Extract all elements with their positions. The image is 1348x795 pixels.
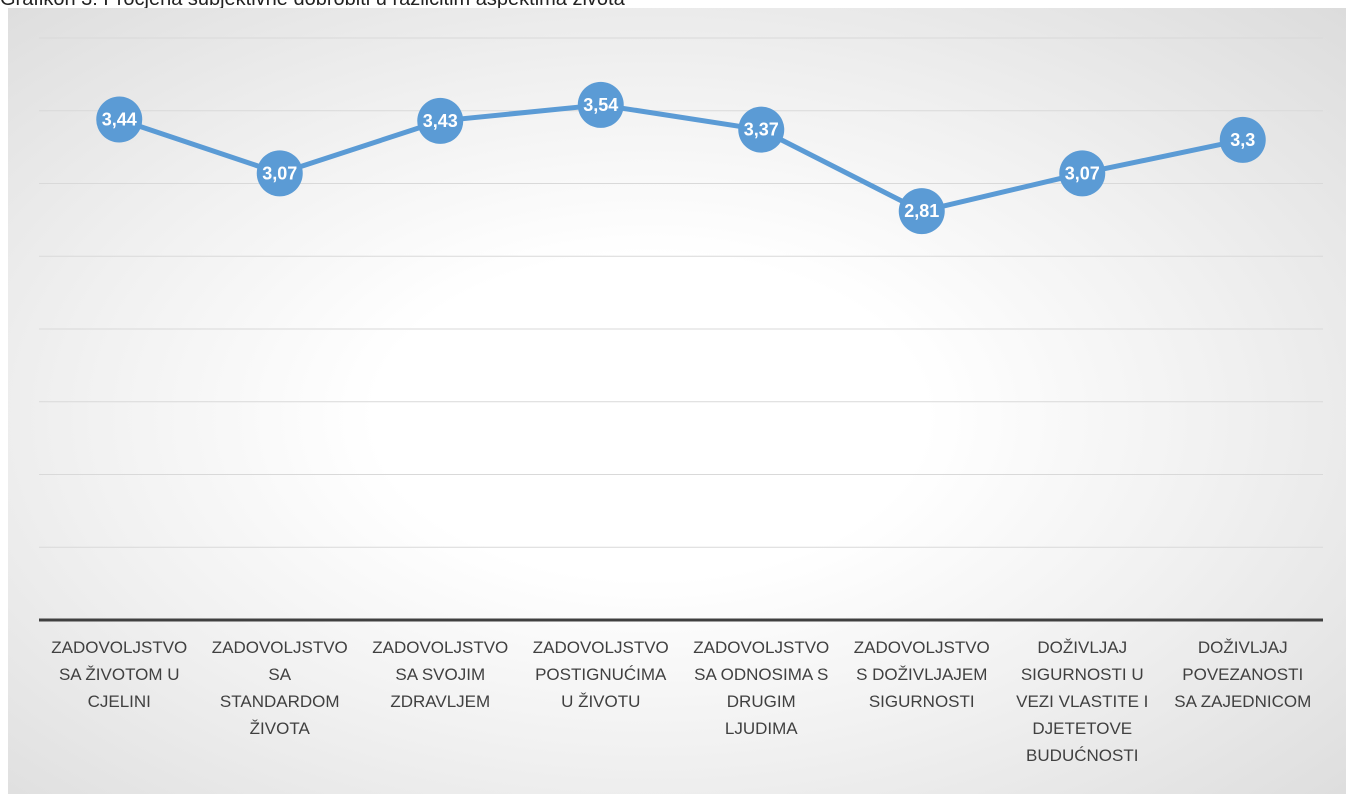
category-label-line: U ŽIVOTU [561,692,641,711]
category-label-line: VEZI VLASTITE I [1016,692,1149,711]
data-label: 2,81 [904,201,939,221]
data-point-marker [1219,116,1266,163]
category-label: ZADOVOLJSTVO SA ŽIVOTOM U CJELINI [38,634,200,715]
category-label-line: CJELINI [87,692,151,711]
category-label-line: BUDUĆNOSTI [1026,746,1139,765]
category-label: ZADOVOLJSTVO SA ODNOSIMA S DRUGIM LJUDIMA [680,634,842,742]
category-label: ZADOVOLJSTVO S DOŽIVLJAJEM SIGURNOSTI [841,634,1003,715]
category-label-line: SIGURNOSTI [868,692,975,711]
chart-caption: Grafikon 3: Procjena subjektivne dobrobi… [0,0,625,11]
category-label-line: SA ZAJEDNICOM [1174,692,1312,711]
category-label-line: DOŽIVLJAJ [1197,638,1288,657]
category-label-line: ZADOVOLJSTVO [693,638,830,657]
chart-area: 3,44 3,07 3,43 3,54 3,37 2,81 3,07 3,3 ZADOVOLJ… [8,8,1346,794]
data-label: 3,07 [1065,163,1100,183]
category-label-line: ZADOVOLJSTVO [853,638,990,657]
category-label-line: DRUGIM [726,692,796,711]
line-chart: 3,44 3,07 3,43 3,54 3,37 2,81 3,07 3,3 [39,37,1323,622]
category-label-line: SA ŽIVOTOM U [58,665,180,684]
category-label-line: ŽIVOTA [249,719,310,738]
category-label: DOŽIVLJAJ SIGURNOSTI U VEZI VLASTITE I DJET… [1001,634,1163,769]
data-label: 3,37 [744,120,779,140]
data-label: 3,43 [423,111,458,131]
data-point-marker [256,150,303,197]
data-label: 3,07 [262,163,297,183]
data-point-marker [96,96,143,143]
data-label: 3,54 [583,95,618,115]
data-point-marker [898,188,945,235]
category-label-line: SA SVOJIM [395,665,486,684]
category-label-line: STANDARDOM [219,692,340,711]
category-label: ZADOVOLJSTVO POSTIGNUĆIMA U ŽIVOTU [520,634,682,715]
category-label-line: ZADOVOLJSTVO [51,638,188,657]
category-label: DOŽIVLJAJ POVEZANOSTI SA ZAJEDNICOM [1162,634,1324,715]
category-label-line: POSTIGNUĆIMA [535,665,667,684]
category-label-line: ZADOVOLJSTVO [532,638,669,657]
data-point-marker [1059,150,1106,197]
data-label: 3,44 [102,109,137,129]
data-point-marker [417,97,464,144]
category-label-line: DJETETOVE [1032,719,1133,738]
data-point-marker [577,81,624,128]
category-label: ZADOVOLJSTVO SA STANDARDOM ŽIVOTA [199,634,361,742]
category-label-line: S DOŽIVLJAJEM [856,665,988,684]
category-label-line: ZADOVOLJSTVO [372,638,509,657]
category-label: ZADOVOLJSTVO SA SVOJIM ZDRAVLJEM [359,634,521,715]
category-label-line: LJUDIMA [724,719,798,738]
data-label: 3,3 [1230,130,1255,150]
category-label-line: POVEZANOSTI [1182,665,1304,684]
category-label-line: SA ODNOSIMA S [694,665,829,684]
data-point-marker [738,106,785,153]
category-label-line: DOŽIVLJAJ [1037,638,1128,657]
category-label-line: SIGURNOSTI U [1020,665,1144,684]
category-label-line: ZDRAVLJEM [390,692,491,711]
category-label-line: SA [268,665,292,684]
series-line [118,102,1244,214]
category-label-line: ZADOVOLJSTVO [211,638,348,657]
